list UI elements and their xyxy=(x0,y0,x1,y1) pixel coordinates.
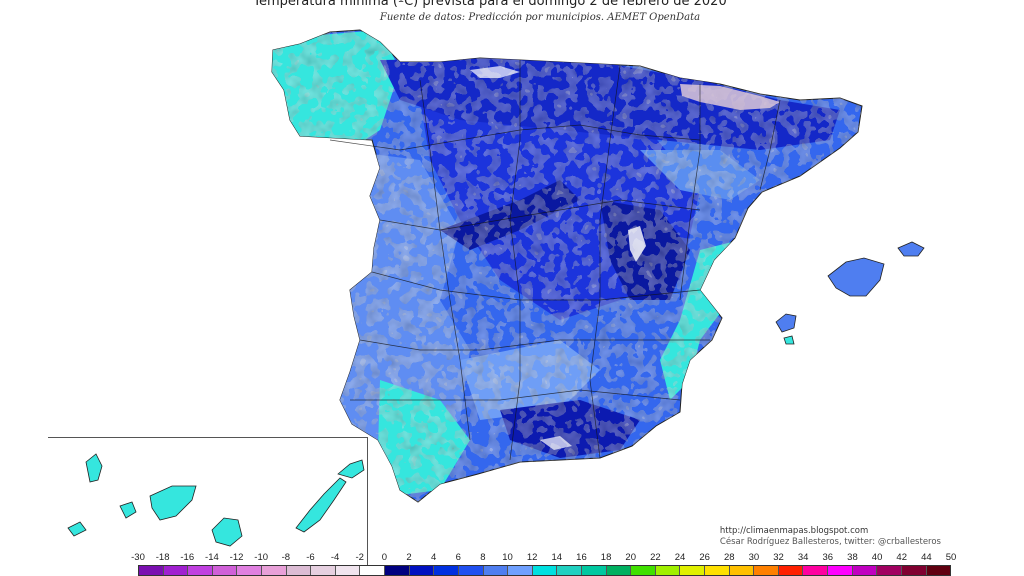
legend-tick-label: 4 xyxy=(430,552,437,563)
legend-swatch xyxy=(360,566,386,575)
legend-swatch xyxy=(655,566,681,575)
map-subtitle: Fuente de datos: Predicción por municipi… xyxy=(379,12,701,23)
legend-tick-label: -30 xyxy=(131,552,145,563)
legend-swatch xyxy=(926,566,951,575)
legend-tick-label: 8 xyxy=(480,552,486,563)
legend-swatch xyxy=(335,566,361,575)
legend-swatch xyxy=(877,566,902,575)
legend-tick-label: -10 xyxy=(254,552,269,563)
legend-swatch xyxy=(631,566,656,575)
legend-swatch xyxy=(705,566,730,575)
legend-swatch xyxy=(385,566,410,575)
legend-swatch xyxy=(163,566,189,575)
formentera-island xyxy=(783,335,795,345)
legend-tick-label: 50 xyxy=(945,552,957,563)
ibiza-island xyxy=(775,313,797,333)
legend-tick-label: 40 xyxy=(871,552,883,563)
sierra-frost-zone xyxy=(540,436,572,450)
credits: http://climaenmapas.blogspot.com César R… xyxy=(720,526,941,548)
legend-tick-label: -18 xyxy=(155,552,170,563)
legend-tick-label: 12 xyxy=(526,552,538,563)
legend-color-bar xyxy=(138,565,951,576)
menorca-island xyxy=(897,241,925,257)
legend-tick-label: 30 xyxy=(748,552,760,563)
el-hierro-island xyxy=(67,521,87,537)
legend-swatch xyxy=(852,566,878,575)
legend-swatch xyxy=(901,566,927,575)
legend-tick-label: -12 xyxy=(229,552,244,563)
legend-tick-label: 22 xyxy=(650,552,661,563)
legend-tick-label: -16 xyxy=(180,552,195,563)
legend-tick-label: -14 xyxy=(205,552,219,563)
tenerife-island xyxy=(149,485,197,521)
legend-tick-label: -8 xyxy=(281,552,291,563)
legend-swatch xyxy=(262,566,287,575)
legend-swatch xyxy=(237,566,263,575)
legend-tick-label: 14 xyxy=(551,552,563,563)
mallorca-island xyxy=(827,257,885,297)
pyrenees-frost-zone xyxy=(680,84,780,110)
legend-tick-label: 34 xyxy=(797,552,809,563)
legend-swatch xyxy=(188,566,213,575)
legend-swatch xyxy=(557,566,582,575)
legend-swatch xyxy=(532,566,558,575)
la-palma-island xyxy=(85,453,103,483)
la-gomera-island xyxy=(119,501,137,519)
legend-tick-label: 20 xyxy=(625,552,637,563)
iberian-frost-zone xyxy=(628,226,646,262)
legend-swatch xyxy=(409,566,435,575)
legend-swatch xyxy=(778,566,804,575)
canary-islands xyxy=(67,453,365,547)
legend-tick-label: 10 xyxy=(502,552,513,563)
legend-swatch xyxy=(508,566,533,575)
legend-tick-label: 36 xyxy=(822,552,834,563)
credits-author: César Rodríguez Ballesteros, twitter: @c… xyxy=(719,537,941,547)
legend-swatch xyxy=(803,566,829,575)
credits-url[interactable]: http://climaenmapas.blogspot.com xyxy=(719,526,869,536)
legend-tick-label: -2 xyxy=(355,552,364,563)
province-borders xyxy=(329,60,781,461)
gran-canaria-island xyxy=(211,517,243,547)
legend-tick-label: 32 xyxy=(773,552,784,563)
legend-swatch xyxy=(581,566,607,575)
legend-swatch xyxy=(754,566,779,575)
legend-tick-label: 0 xyxy=(381,552,388,563)
map-title: Temperatura mínima (ºC) prevista para el… xyxy=(253,0,727,9)
legend-tick-label: 38 xyxy=(847,552,858,563)
legend-swatch xyxy=(434,566,459,575)
legend-tick-label: 28 xyxy=(723,552,735,563)
legend-tick-label: -6 xyxy=(306,552,315,563)
legend-swatch xyxy=(139,566,164,575)
legend-swatch xyxy=(458,566,484,575)
legend-tick-label: 44 xyxy=(921,552,932,563)
legend-tick-label: -4 xyxy=(330,552,340,563)
fuerteventura-island xyxy=(295,477,347,533)
lanzarote-island xyxy=(337,459,365,479)
legend-swatch xyxy=(483,566,509,575)
legend-swatch xyxy=(729,566,755,575)
legend-swatch xyxy=(212,566,238,575)
legend-tick-label: 2 xyxy=(406,552,412,563)
legend-tick-label: 24 xyxy=(674,552,686,563)
legend-tick-label: 26 xyxy=(699,552,710,563)
legend-tick-label: 42 xyxy=(896,552,908,563)
legend-swatch xyxy=(606,566,632,575)
legend-tick-label: 6 xyxy=(455,552,461,563)
legend-swatch xyxy=(828,566,853,575)
cantabrian-frost-zone xyxy=(470,66,520,78)
legend-swatch xyxy=(311,566,336,575)
canary-inset-frame xyxy=(48,437,368,566)
legend-swatch xyxy=(680,566,706,575)
legend-tick-labels: -30 -18 -16 -14 -12 -10 -8 -6 -4 -2 0 2 4 6 8 10 12 14 16 1… xyxy=(126,552,966,564)
legend-swatch xyxy=(286,566,312,575)
legend-tick-label: 18 xyxy=(600,552,612,563)
legend-tick-label: 16 xyxy=(576,552,587,563)
